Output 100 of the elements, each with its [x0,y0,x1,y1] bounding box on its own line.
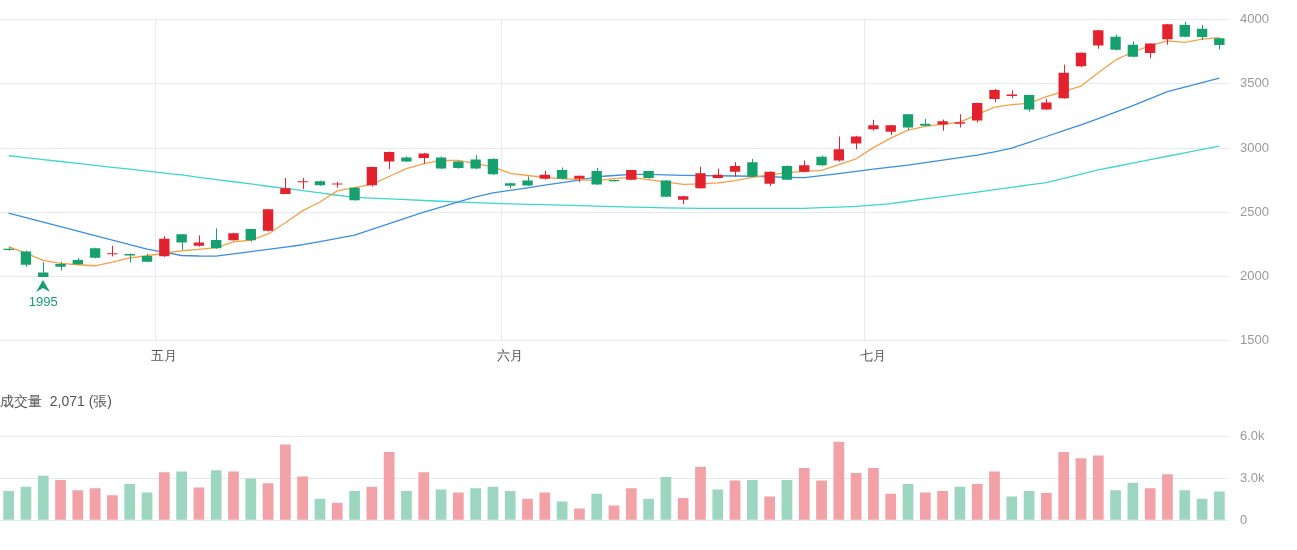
bar [124,484,136,520]
bar [297,476,309,520]
candlestick [435,155,447,170]
candlestick [902,113,914,131]
bar [20,486,32,520]
bar [3,491,15,520]
annotation: 1995 [28,294,58,309]
candlestick [1214,37,1225,50]
candlestick [885,124,896,136]
bar [55,479,66,520]
bar [1075,458,1087,520]
y-tick-label: 6.0k [1240,428,1266,444]
bar [781,479,793,520]
y-tick-label: 4000 [1240,11,1269,27]
candlestick [383,151,395,170]
bar [816,480,827,520]
candlestick [920,118,931,127]
bar [452,492,464,520]
bar [1006,496,1018,520]
bar [729,480,741,520]
bar [798,468,810,520]
bar [366,486,378,520]
bar [608,505,620,520]
candlestick [1110,33,1121,52]
bar [245,478,257,520]
bar [850,472,862,520]
candlestick [816,155,827,167]
chart-title: 成交量 2,071 (張) [0,393,113,410]
bar [1127,482,1139,520]
candlestick [297,177,308,190]
bar [764,496,776,520]
bar [37,475,49,520]
bar [435,489,447,520]
candlestick [556,167,568,180]
bar [937,491,948,520]
bar [712,489,724,520]
bar [193,487,205,520]
x-tick-label: 六月 [497,347,524,363]
candlestick [643,170,654,180]
bar [504,491,516,520]
candlestick [850,135,862,150]
bar [556,501,568,520]
bar [331,502,343,520]
candlestick [1006,89,1017,99]
bar [833,441,845,520]
y-tick-label: 3500 [1240,75,1269,91]
candlestick [989,88,1000,103]
y-tick-label: 0 [1240,511,1248,527]
bar [401,491,412,520]
candlestick [89,247,101,259]
bar [1023,491,1035,520]
y-tick-label: 2500 [1240,203,1269,219]
bar [919,492,931,520]
candlestick [1144,42,1156,59]
candlestick [1041,98,1052,111]
candlestick [401,155,412,163]
bar [1041,493,1052,520]
bar [954,486,966,520]
x-tick-label: 五月 [151,347,178,363]
bar [314,498,326,520]
candlestick [228,232,239,242]
bar [1196,498,1208,520]
bar [971,484,983,520]
bar [349,491,360,520]
bar [522,498,533,520]
bar [1058,452,1070,520]
bar [158,472,170,520]
bar [176,471,187,520]
candlestick [38,261,49,278]
candlestick [176,233,187,251]
bar [677,497,689,520]
candlestick [107,245,118,257]
x-tick-label: 七月 [860,347,887,363]
candlestick [1093,29,1104,50]
candlestick [280,177,291,195]
bar [383,452,395,520]
bar [574,508,585,520]
candlestick [124,252,135,264]
bar [470,488,481,520]
candlestick [20,250,32,268]
candlestick [729,161,741,178]
bar [1179,490,1191,520]
bar [107,495,118,520]
candlestick [937,119,948,132]
bar [868,468,879,520]
bar [262,483,274,520]
bar [280,444,291,520]
bar [89,488,101,520]
bar [591,493,603,520]
bar [539,492,551,520]
bar [695,466,706,520]
bar [1162,474,1173,520]
bar [902,484,914,520]
bar [747,479,758,520]
y-tick-label: 1500 [1240,331,1269,347]
candlestick [332,181,343,189]
candlestick [764,170,775,187]
candlestick [349,186,360,202]
candlestick [626,169,637,181]
candlestick [799,159,810,173]
